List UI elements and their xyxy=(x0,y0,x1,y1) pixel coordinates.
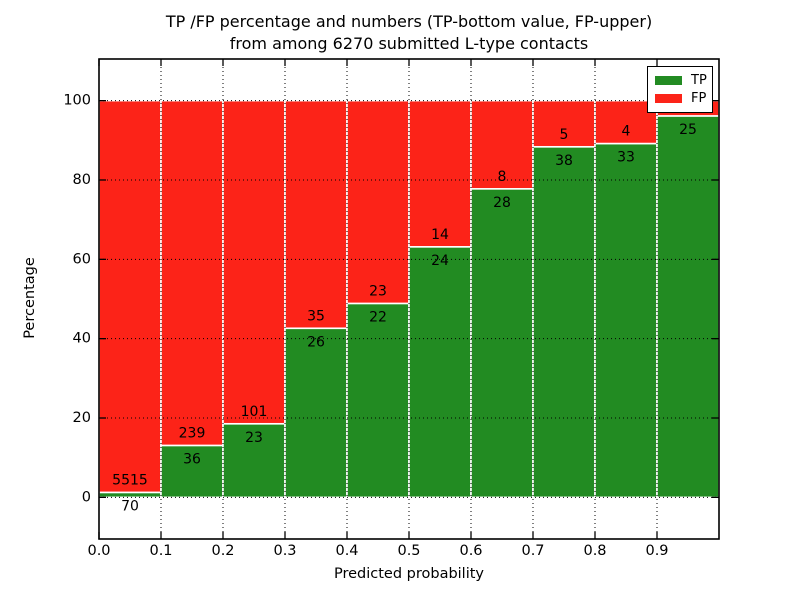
x-tick-label: 0.2 xyxy=(211,543,234,559)
fp-count-label: 14 xyxy=(431,227,449,243)
legend-label-tp: TP xyxy=(691,73,707,88)
tp-count-label: 22 xyxy=(369,309,387,325)
bar-segment-fp xyxy=(98,99,162,494)
y-tick-label: 0 xyxy=(82,489,91,505)
y-tick-label: 20 xyxy=(73,410,91,426)
tp-count-label: 23 xyxy=(245,430,263,446)
tp-swatch-icon xyxy=(655,76,682,85)
y-tick-label: 60 xyxy=(73,251,91,267)
x-tick-label: 0.7 xyxy=(521,543,544,559)
legend-entry-fp: FP xyxy=(655,91,707,106)
tp-count-label: 28 xyxy=(493,195,511,211)
fp-count-label: 35 xyxy=(307,308,325,324)
chart-title: TP /FP percentage and numbers (TP-bottom… xyxy=(99,11,719,54)
bars-layer xyxy=(98,99,720,499)
bar-segment-fp xyxy=(284,99,348,330)
y-tick-label: 40 xyxy=(73,331,91,347)
x-tick-label: 0.9 xyxy=(645,543,668,559)
chart-title-line1: TP /FP percentage and numbers (TP-bottom… xyxy=(165,12,653,31)
chart-title-line2: from among 6270 submitted L-type contact… xyxy=(229,33,589,53)
fp-count-label: 4 xyxy=(622,124,631,140)
bar-segment-tp xyxy=(656,115,720,499)
bar-segment-tp xyxy=(594,142,658,499)
tp-count-label: 36 xyxy=(183,451,201,467)
bar-segment-tp xyxy=(532,145,596,499)
bar-segment-tp xyxy=(346,302,410,499)
y-tick-label: 80 xyxy=(73,172,91,188)
y-axis-label: Percentage xyxy=(22,257,38,339)
bar-segment-fp xyxy=(346,99,410,305)
fp-count-label: 239 xyxy=(179,425,206,441)
fp-count-label: 5 xyxy=(560,127,569,143)
legend: TP FP xyxy=(647,66,713,113)
fp-count-label: 23 xyxy=(369,283,387,299)
tp-count-label: 25 xyxy=(679,122,697,138)
x-tick-label: 0.3 xyxy=(273,543,296,559)
legend-entry-tp: TP xyxy=(655,73,707,88)
fp-count-label: 101 xyxy=(241,404,268,420)
tp-count-label: 38 xyxy=(555,153,573,169)
x-tick-label: 0.5 xyxy=(397,543,420,559)
x-axis-label: Predicted probability xyxy=(333,566,485,582)
bar-count-labels-layer: 5515702393610123352623221424828538433125 xyxy=(112,96,697,514)
bar-segment-tp xyxy=(408,246,472,499)
bar-segment-tp xyxy=(284,327,348,499)
fp-count-label: 5515 xyxy=(112,472,148,488)
fp-count-label: 8 xyxy=(498,169,507,185)
y-tick-label: 100 xyxy=(63,93,91,109)
bar-segment-tp xyxy=(470,188,534,499)
axes-layer: 0.0 0.1 0.2 0.3 0.4 0.5 0.6 0.7 0.8 0.9 0 20 40 60 80 1… xyxy=(63,58,720,559)
x-tick-label: 0.0 xyxy=(87,543,110,559)
tp-count-label: 70 xyxy=(121,498,139,514)
x-tick-label: 0.6 xyxy=(459,543,482,559)
bar-segment-fp xyxy=(222,99,286,425)
bar-segment-fp xyxy=(160,99,224,447)
x-tick-label: 0.4 xyxy=(335,543,358,559)
x-tick-label: 0.8 xyxy=(583,543,606,559)
bar-segment-fp xyxy=(470,99,534,190)
fp-swatch-icon xyxy=(655,94,682,103)
x-tick-label: 0.1 xyxy=(149,543,172,559)
tp-count-label: 26 xyxy=(307,334,325,350)
tp-count-label: 24 xyxy=(431,253,449,269)
tp-count-label: 33 xyxy=(617,150,635,166)
legend-label-fp: FP xyxy=(691,91,707,106)
bar-segment-fp xyxy=(408,99,472,248)
